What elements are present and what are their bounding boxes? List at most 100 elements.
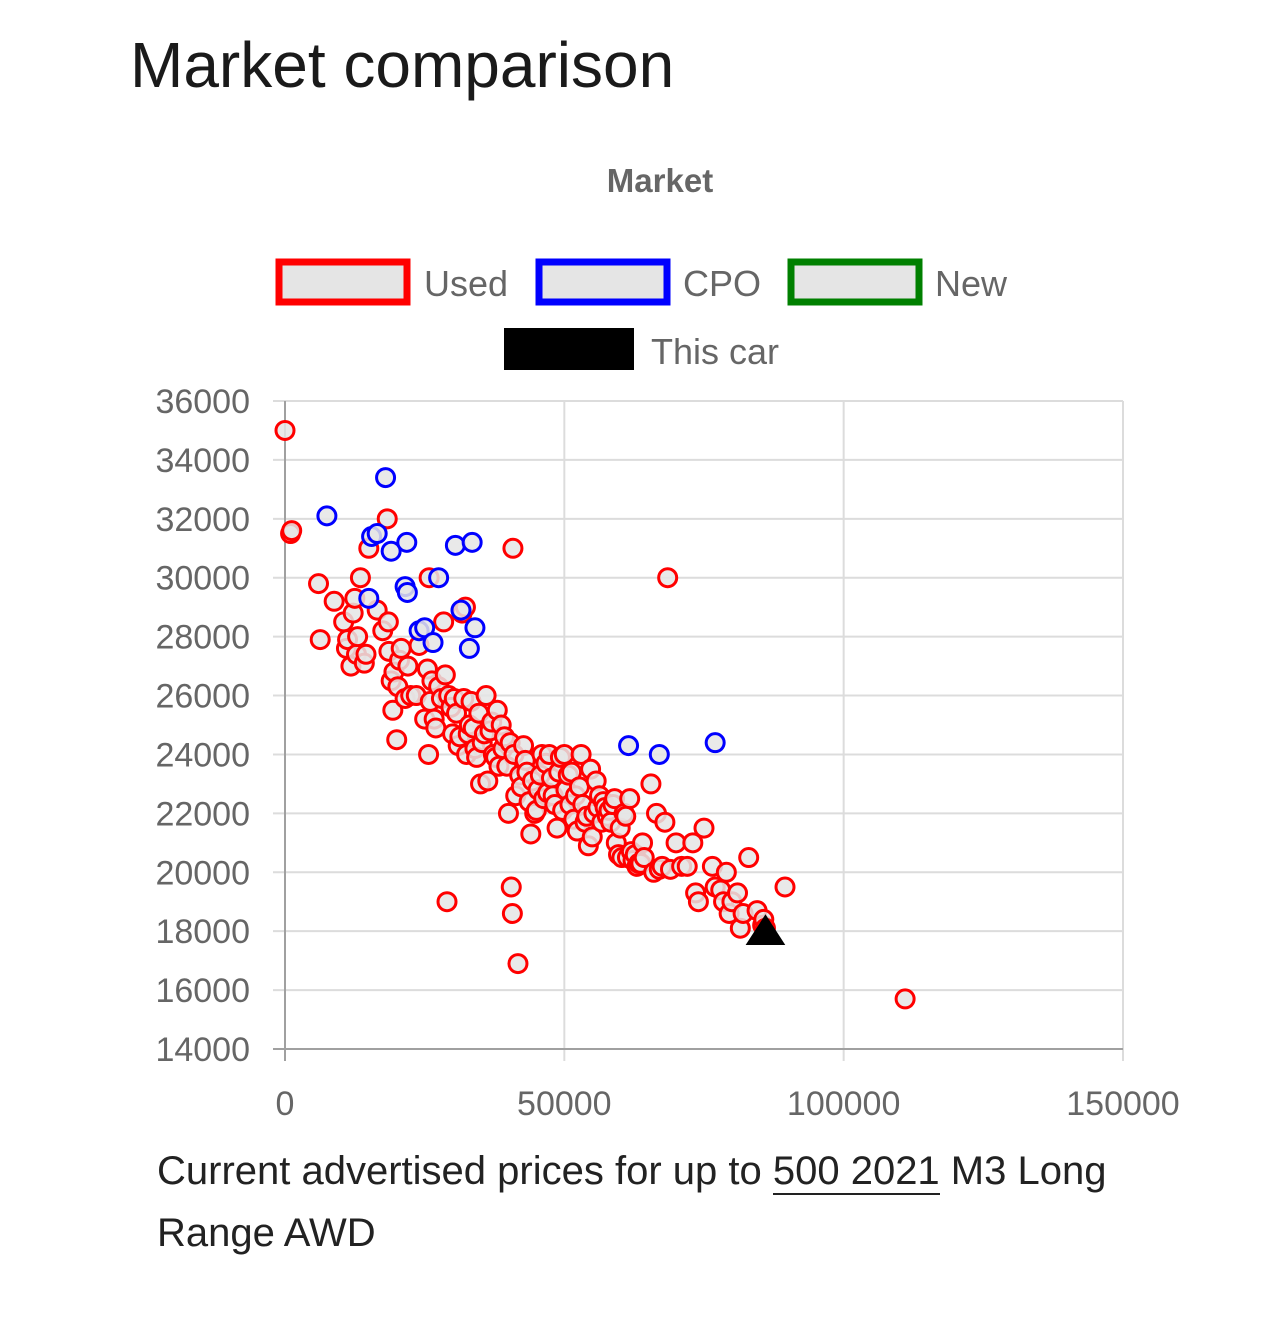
point-cpo: [618, 735, 640, 757]
point-used: [654, 811, 676, 833]
point-used: [501, 903, 523, 925]
y-tick-label: 26000: [155, 678, 250, 716]
y-tick-label: 16000: [155, 972, 250, 1010]
point-used: [570, 743, 592, 765]
legend-label: Used: [424, 263, 508, 304]
y-tick-label: 24000: [155, 736, 250, 774]
point-used: [615, 805, 637, 827]
point-used: [738, 847, 760, 869]
point-used: [715, 861, 737, 883]
point-used: [347, 626, 369, 648]
point-cpo: [316, 505, 338, 527]
listing-count-link[interactable]: 500 2021: [772, 1149, 940, 1195]
chart-points: [274, 419, 916, 1010]
point-used: [502, 537, 524, 559]
point-used: [619, 788, 641, 810]
point-used: [640, 773, 662, 795]
point-used: [436, 891, 458, 913]
y-tick-label: 32000: [155, 501, 250, 539]
point-used: [376, 508, 398, 530]
point-used: [377, 611, 399, 633]
point-cpo: [396, 531, 418, 553]
legend-item-this-car[interactable]: This car: [504, 328, 779, 372]
point-used: [774, 876, 796, 898]
y-tick-label: 22000: [155, 795, 250, 833]
chart-title: Market: [607, 162, 713, 199]
caption-prefix: Current advertised prices for up to: [157, 1149, 773, 1193]
point-used: [434, 664, 456, 686]
point-used: [682, 832, 704, 854]
point-used: [581, 826, 603, 848]
legend-swatch: [535, 258, 671, 306]
chart-caption: Current advertised prices for up to 500 …: [157, 1140, 1157, 1264]
point-cpo: [461, 531, 483, 553]
chart-grid: [273, 400, 1124, 1061]
point-cpo: [422, 632, 444, 654]
point-used: [693, 817, 715, 839]
point-used: [546, 817, 568, 839]
point-cpo: [450, 599, 472, 621]
point-cpo: [704, 732, 726, 754]
point-used: [687, 891, 709, 913]
point-used: [727, 882, 749, 904]
point-used: [433, 611, 455, 633]
chart-legend[interactable]: Used CPO New This car: [275, 258, 1008, 372]
legend-swatch: [787, 258, 923, 306]
point-used: [418, 743, 440, 765]
page-title: Market comparison: [130, 29, 675, 101]
point-cpo: [464, 617, 486, 639]
point-used: [475, 685, 497, 707]
point-used: [281, 520, 303, 542]
caption-suffix: M3 Long Range AWD: [157, 1149, 1107, 1255]
chart-axes: 36000 34000 32000 30000 28000 26000 24000 22000…: [155, 383, 1179, 1123]
legend-item-cpo[interactable]: CPO: [535, 258, 761, 306]
x-tick-label: 0: [276, 1085, 295, 1123]
point-used: [386, 729, 408, 751]
point-cpo: [396, 581, 418, 603]
y-tick-label: 18000: [155, 913, 250, 951]
point-cpo: [458, 637, 480, 659]
y-tick-label: 20000: [155, 854, 250, 892]
point-cpo: [375, 467, 397, 489]
point-cpo: [358, 587, 380, 609]
point-this-car: [745, 914, 786, 946]
point-used: [274, 419, 296, 441]
x-tick-label: 100000: [787, 1085, 900, 1123]
point-used: [477, 770, 499, 792]
point-cpo: [366, 523, 388, 545]
point-used: [397, 655, 419, 677]
point-used: [349, 567, 371, 589]
market-scatter-chart: Market Used CPO New This car 36000 34000 3200…: [155, 162, 1179, 1123]
point-used: [382, 699, 404, 721]
legend-swatch: [275, 258, 411, 306]
point-used: [323, 590, 345, 612]
point-cpo: [648, 743, 670, 765]
point-used: [390, 637, 412, 659]
point-cpo: [428, 567, 450, 589]
y-tick-label: 28000: [155, 619, 250, 657]
legend-label: CPO: [683, 263, 761, 304]
point-used: [633, 847, 655, 869]
point-used: [500, 876, 522, 898]
point-used: [657, 567, 679, 589]
y-tick-label: 14000: [155, 1031, 250, 1069]
legend-item-used[interactable]: Used: [275, 258, 508, 306]
x-tick-label: 50000: [517, 1085, 612, 1123]
legend-item-new[interactable]: New: [787, 258, 1008, 306]
y-tick-label: 36000: [155, 383, 250, 421]
point-used: [355, 643, 377, 665]
point-used: [676, 855, 698, 877]
legend-swatch: [504, 328, 634, 370]
point-used: [308, 573, 330, 595]
point-used: [894, 988, 916, 1010]
point-cpo: [380, 540, 402, 562]
y-tick-label: 34000: [155, 442, 250, 480]
point-used: [507, 953, 529, 975]
x-tick-label: 150000: [1066, 1085, 1179, 1123]
point-used: [309, 629, 331, 651]
legend-label: New: [935, 263, 1008, 304]
legend-label: This car: [651, 331, 779, 372]
point-used: [497, 802, 519, 824]
y-tick-label: 30000: [155, 560, 250, 598]
point-used: [520, 823, 542, 845]
